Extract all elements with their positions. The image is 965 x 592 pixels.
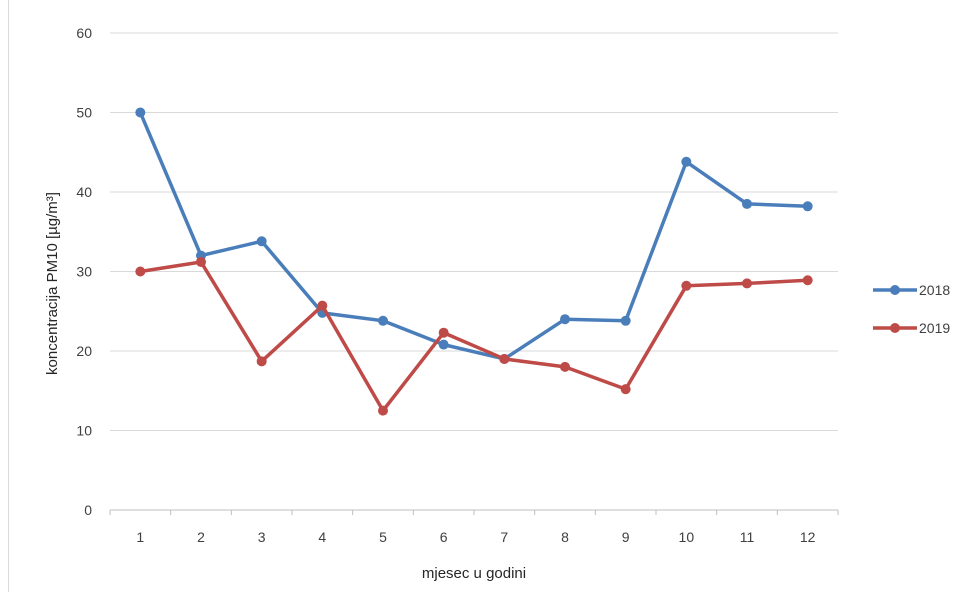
- x-tick-label: 10: [679, 529, 695, 545]
- series-line-2019: [138, 260, 810, 413]
- data-point-2018: [378, 315, 388, 326]
- data-point-2018: [681, 156, 692, 167]
- y-tick-label: 0: [84, 502, 92, 518]
- data-point-2018: [742, 198, 752, 209]
- data-point-2018: [438, 339, 449, 350]
- x-tick-label: 9: [622, 529, 630, 545]
- data-point-2019: [317, 300, 328, 311]
- data-point-2019: [135, 266, 146, 277]
- data-point-2019: [802, 275, 813, 286]
- x-tick-label: 1: [136, 529, 144, 545]
- y-tick-label: 40: [76, 184, 92, 200]
- legend-label: 2019: [919, 320, 950, 336]
- data-point-2019: [438, 327, 449, 338]
- data-point-2019: [256, 356, 267, 367]
- y-axis-title: koncentracija PM10 [µg/m³]: [44, 192, 61, 375]
- x-tick-label: 2: [197, 529, 205, 545]
- y-tick-label: 30: [76, 264, 92, 280]
- chart-left-border: [8, 0, 9, 592]
- data-point-2018: [802, 201, 813, 212]
- data-point-2019: [560, 361, 570, 372]
- data-point-2018: [135, 107, 146, 118]
- x-tick-label: 11: [740, 529, 755, 545]
- y-tick-label: 60: [76, 25, 92, 41]
- y-tick-label: 10: [76, 423, 92, 439]
- data-point-2019: [378, 405, 388, 416]
- series-line-2018: [138, 110, 810, 361]
- y-tick-label: 20: [76, 343, 92, 359]
- x-axis-title: mjesec u godini: [422, 565, 526, 582]
- data-point-2019: [196, 256, 206, 267]
- data-point-2018: [256, 236, 267, 247]
- legend-swatch-marker: [890, 323, 900, 333]
- x-tick-label: 4: [318, 529, 326, 545]
- gridlines: [109, 32, 839, 515]
- x-tick-label: 3: [258, 529, 266, 545]
- data-point-2019: [742, 278, 752, 289]
- data-point-2019: [681, 280, 692, 291]
- legend: 2018 2019: [873, 282, 950, 336]
- series-lines: [135, 107, 813, 416]
- x-tick-label: 7: [500, 529, 508, 545]
- data-point-2019: [499, 353, 510, 364]
- legend-swatch-marker: [890, 285, 900, 295]
- data-point-2019: [620, 384, 631, 395]
- x-tick-label: 5: [379, 529, 387, 545]
- data-point-2018: [560, 314, 570, 325]
- y-tick-label: 50: [76, 105, 92, 121]
- data-point-2018: [620, 315, 631, 326]
- x-axis-ticks: 1 2 3 4 5 6 7 8 9 10 11 12: [136, 529, 815, 545]
- x-tick-label: 6: [440, 529, 448, 545]
- legend-label: 2018: [919, 282, 950, 298]
- x-tick-label: 8: [561, 529, 569, 545]
- x-tick-label: 12: [800, 529, 816, 545]
- y-axis-ticks: 0 10 20 30 40 50 60: [76, 25, 92, 518]
